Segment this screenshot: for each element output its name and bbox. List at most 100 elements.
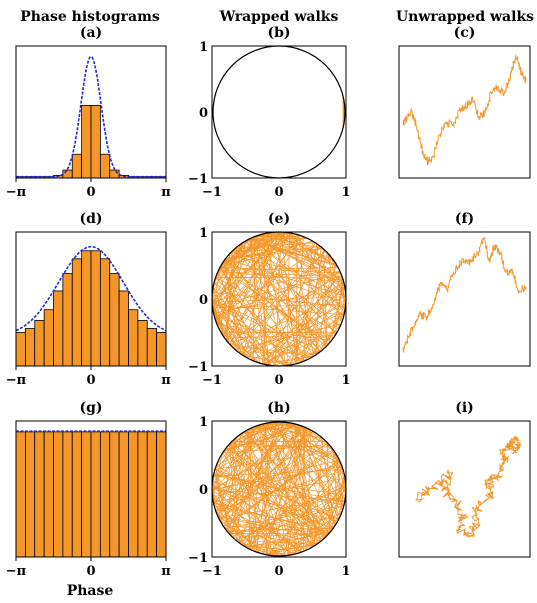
histogram-bar — [90, 431, 101, 558]
histogram-bar — [81, 431, 92, 558]
y-tick-label: 1 — [199, 40, 208, 55]
histogram-bar — [137, 431, 148, 558]
x-tick-label: −π — [6, 564, 27, 579]
y-tick-label: −1 — [188, 172, 208, 187]
axes-frame — [211, 231, 347, 367]
axes-frame — [398, 231, 531, 367]
x-tick-label: π — [161, 564, 171, 579]
unwrapped-walk-path — [402, 54, 527, 166]
histogram-bar — [156, 332, 167, 367]
histogram-bar — [156, 431, 167, 558]
histogram-bar — [43, 431, 54, 558]
histogram-bar — [34, 431, 45, 558]
histogram-bar — [109, 273, 120, 367]
histogram-bar — [109, 169, 120, 179]
histogram-bar — [109, 431, 120, 558]
axes-frame — [211, 420, 347, 558]
panel-label: (f) — [455, 211, 474, 227]
unit-circle — [212, 45, 346, 179]
x-tick-label: 0 — [86, 185, 95, 200]
histogram-bar — [71, 431, 83, 558]
x-tick-label: 1 — [341, 564, 350, 579]
x-tick-label: −π — [6, 185, 27, 200]
x-tick-label: −π — [6, 373, 27, 388]
histogram-bar — [90, 250, 101, 367]
panel-c: (c) — [398, 25, 531, 179]
histogram-bar — [34, 320, 45, 367]
histogram-bar — [146, 431, 158, 558]
unwrapped-walk-path — [415, 435, 522, 539]
panel-g: (g) −π 0 π — [6, 400, 171, 579]
histogram-bar — [62, 169, 73, 179]
histogram-bar — [53, 290, 64, 367]
y-tick-label: 1 — [199, 226, 208, 241]
x-tick-label: 0 — [86, 373, 95, 388]
histogram-bar — [118, 290, 129, 367]
y-tick-label: −1 — [188, 360, 208, 375]
y-tick-label: 1 — [199, 415, 208, 430]
density-curve — [16, 55, 166, 178]
histogram-bar — [128, 431, 139, 558]
histogram-bar — [128, 309, 139, 367]
axes-frame — [398, 45, 531, 179]
x-tick-label: 1 — [341, 373, 350, 388]
x-tick-label: 1 — [341, 185, 350, 200]
y-tick-label: −1 — [188, 551, 208, 566]
y-tick-label: 0 — [199, 106, 208, 121]
histogram-bar — [24, 328, 36, 367]
x-tick-label: π — [161, 185, 171, 200]
panel-label: (a) — [80, 25, 102, 41]
x-tick-label: 0 — [86, 564, 95, 579]
panel-label: (b) — [267, 25, 290, 41]
wrapped-walk-path — [211, 420, 347, 557]
histogram-bar — [81, 250, 92, 367]
column-title-histograms: Phase histograms — [20, 9, 160, 25]
x-tick-label: 0 — [274, 373, 283, 388]
histogram-bar — [15, 332, 26, 367]
histogram-bar — [71, 153, 83, 179]
panel-label: (h) — [267, 400, 290, 416]
x-tick-label: 0 — [274, 185, 283, 200]
x-tick-label: −1 — [202, 564, 222, 579]
panel-f: (f) — [398, 211, 531, 367]
y-tick-label: 0 — [199, 483, 208, 498]
panel-h: (h) −1 0 1 −1 0 1 — [188, 400, 350, 579]
panel-label: (i) — [455, 400, 474, 416]
panel-label: (e) — [268, 211, 290, 227]
column-title-unwrapped: Unwrapped walks — [396, 9, 534, 25]
axes-frame — [211, 45, 347, 179]
panel-label: (g) — [79, 400, 102, 416]
histogram-bar — [15, 431, 26, 558]
panel-label: (d) — [79, 211, 102, 227]
histogram-bar — [62, 273, 73, 367]
x-tick-label: 0 — [274, 564, 283, 579]
panel-e: (e) −1 0 1 −1 0 1 — [188, 211, 350, 388]
histogram-bar — [90, 105, 101, 179]
histogram-bar — [99, 258, 111, 367]
histogram-bar — [137, 320, 148, 367]
histogram-bar — [53, 431, 64, 558]
histogram-bar — [146, 328, 158, 367]
histogram-bar — [24, 431, 36, 558]
y-tick-label: 0 — [199, 293, 208, 308]
column-title-wrapped: Wrapped walks — [219, 9, 339, 25]
x-axis-label: Phase — [67, 583, 114, 599]
panel-b: (b) −1 0 1 −1 0 1 — [188, 25, 350, 200]
wrapped-walk-path — [211, 231, 347, 367]
density-curve — [15, 245, 167, 332]
histogram-bar — [99, 153, 111, 179]
x-tick-label: −1 — [202, 373, 222, 388]
panel-d: (d) −π 0 π — [6, 211, 171, 388]
x-tick-label: π — [161, 373, 171, 388]
histogram-bar — [99, 431, 111, 558]
panel-a: (a) −π 0 π — [6, 25, 171, 200]
histogram-bar — [62, 431, 73, 558]
panel-label: (c) — [454, 25, 476, 41]
histogram-bar — [71, 258, 83, 367]
x-tick-label: −1 — [202, 185, 222, 200]
unwrapped-walk-path — [402, 236, 527, 353]
panel-i: (i) — [398, 400, 531, 558]
histogram-bar — [43, 309, 54, 367]
histogram-bar — [81, 105, 92, 179]
